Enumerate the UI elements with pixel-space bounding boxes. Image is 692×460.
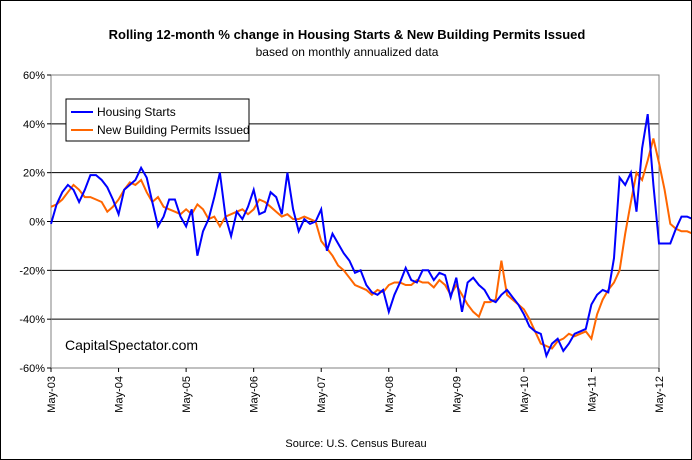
watermark: CapitalSpectator.com — [65, 337, 198, 353]
legend-label-new-building-permits: New Building Permits Issued — [97, 123, 250, 137]
source-note: Source: U.S. Census Bureau — [285, 438, 426, 450]
x-tick-label: May-10 — [519, 376, 531, 413]
y-tick-label: -60% — [19, 363, 45, 375]
x-tick-label: May-09 — [451, 376, 463, 413]
y-tick-label: -20% — [19, 265, 45, 277]
series-housing-starts-line — [50, 113, 691, 359]
y-tick-label: 60% — [23, 70, 45, 82]
y-tick-label: 40% — [23, 119, 45, 131]
y-tick-label: 0% — [29, 217, 45, 229]
x-tick-label: May-04 — [114, 376, 126, 413]
x-tick-label: May-03 — [46, 376, 58, 413]
x-tick-label: May-05 — [181, 376, 193, 413]
x-axis: May-03 May-04 May-05 May-06 May-07 May-08 May-… — [46, 368, 666, 413]
x-tick-label: May-06 — [249, 376, 261, 413]
y-axis: 60% 40% 20% 0% -20% -40% -60% — [19, 70, 51, 375]
y-tick-label: 20% — [23, 168, 45, 180]
x-tick-label: May-12 — [654, 376, 666, 413]
x-tick-label: May-11 — [586, 376, 598, 412]
legend-label-housing-starts: Housing Starts — [97, 105, 176, 119]
x-tick-label: May-08 — [384, 376, 396, 413]
gridlines — [51, 123, 659, 320]
x-tick-label: May-07 — [316, 376, 328, 413]
chart-subtitle: based on monthly annualized data — [256, 45, 439, 59]
series-new-building-permits-line — [50, 138, 691, 350]
legend: Housing Starts New Building Permits Issu… — [65, 98, 250, 142]
legend-box — [65, 98, 250, 142]
chart-title: Rolling 12-month % change in Housing Sta… — [109, 27, 586, 42]
y-tick-label: -40% — [19, 314, 45, 326]
